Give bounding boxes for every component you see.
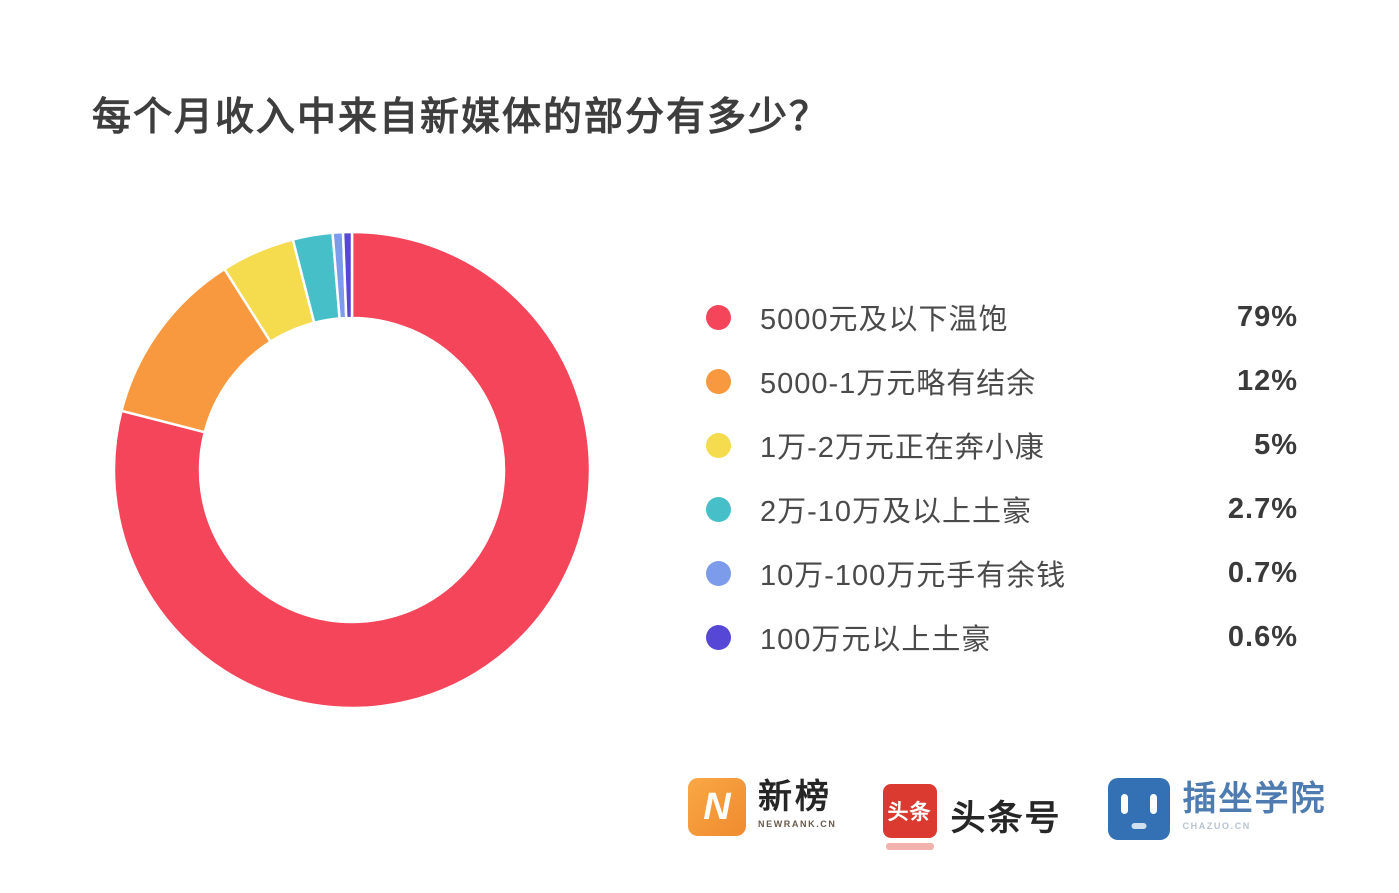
legend-item: 5000元及以下温饱 79% — [706, 297, 1298, 337]
legend-value: 5% — [1254, 428, 1298, 461]
legend-label: 2万-10万及以上土豪 — [760, 496, 1033, 528]
newrank-subtext: NEWRANK.CN — [758, 818, 837, 829]
legend-color-dot — [706, 624, 731, 650]
legend-item: 100万元以上土豪 0.6% — [706, 617, 1298, 657]
robot-mouth — [1131, 823, 1147, 829]
page-title: 每个月收入中来自新媒体的部分有多少？ — [92, 96, 831, 139]
legend-color-dot — [706, 304, 731, 330]
toutiao-name: 头条号 — [950, 799, 1062, 838]
legend-color-dot — [706, 368, 731, 394]
legend-item: 1万-2万元正在奔小康 5% — [706, 425, 1298, 465]
legend-color-dot — [706, 496, 731, 522]
legend-label: 5000元及以下温饱 — [760, 304, 1009, 336]
donut-slice-5 — [341, 230, 354, 320]
legend-item: 5000-1万元略有结余 12% — [706, 361, 1298, 401]
legend-color-dot — [706, 432, 731, 458]
chazuo-robot-icon — [1107, 778, 1170, 840]
legend-value: 0.7% — [1227, 556, 1298, 589]
legend-value: 2.7% — [1227, 492, 1298, 525]
legend-value: 79% — [1236, 300, 1298, 333]
legend-label: 10万-100万元手有余钱 — [760, 560, 1067, 592]
chazuo-name: 插坐学院 — [1182, 780, 1327, 818]
robot-eye-right — [1149, 794, 1157, 814]
chazuo-logo: 插坐学院 CHAZUO.CN — [1107, 778, 1327, 840]
donut-chart-svg — [112, 230, 592, 710]
legend-label: 100万元以上土豪 — [760, 624, 992, 656]
newrank-icon: N — [688, 778, 746, 836]
toutiao-subtext-smear — [885, 843, 934, 850]
newrank-logo: N 新榜 NEWRANK.CN — [688, 778, 837, 836]
legend-label: 5000-1万元略有结余 — [760, 368, 1037, 400]
legend-value: 0.6% — [1227, 620, 1298, 653]
legend-item: 10万-100万元手有余钱 0.7% — [706, 553, 1298, 593]
legend-label: 1万-2万元正在奔小康 — [760, 432, 1045, 464]
chazuo-subtext: CHAZUO.CN — [1182, 820, 1251, 831]
toutiao-icon: 头条 — [882, 784, 937, 838]
footer-logos: N 新榜 NEWRANK.CN 头条 头条号 插坐学院 CHAZUO.CN — [688, 778, 1327, 850]
chart-legend: 5000元及以下温饱 79% 5000-1万元略有结余 12% 1万-2万元正在… — [706, 297, 1298, 681]
donut-chart — [72, 190, 632, 750]
legend-color-dot — [706, 560, 731, 586]
donut-slice-0 — [112, 230, 592, 710]
robot-eye-left — [1120, 794, 1128, 814]
legend-value: 12% — [1236, 364, 1298, 397]
newrank-name: 新榜 — [758, 778, 832, 816]
toutiao-logo: 头条 头条号 — [882, 778, 1062, 850]
legend-item: 2万-10万及以上土豪 2.7% — [706, 489, 1298, 529]
